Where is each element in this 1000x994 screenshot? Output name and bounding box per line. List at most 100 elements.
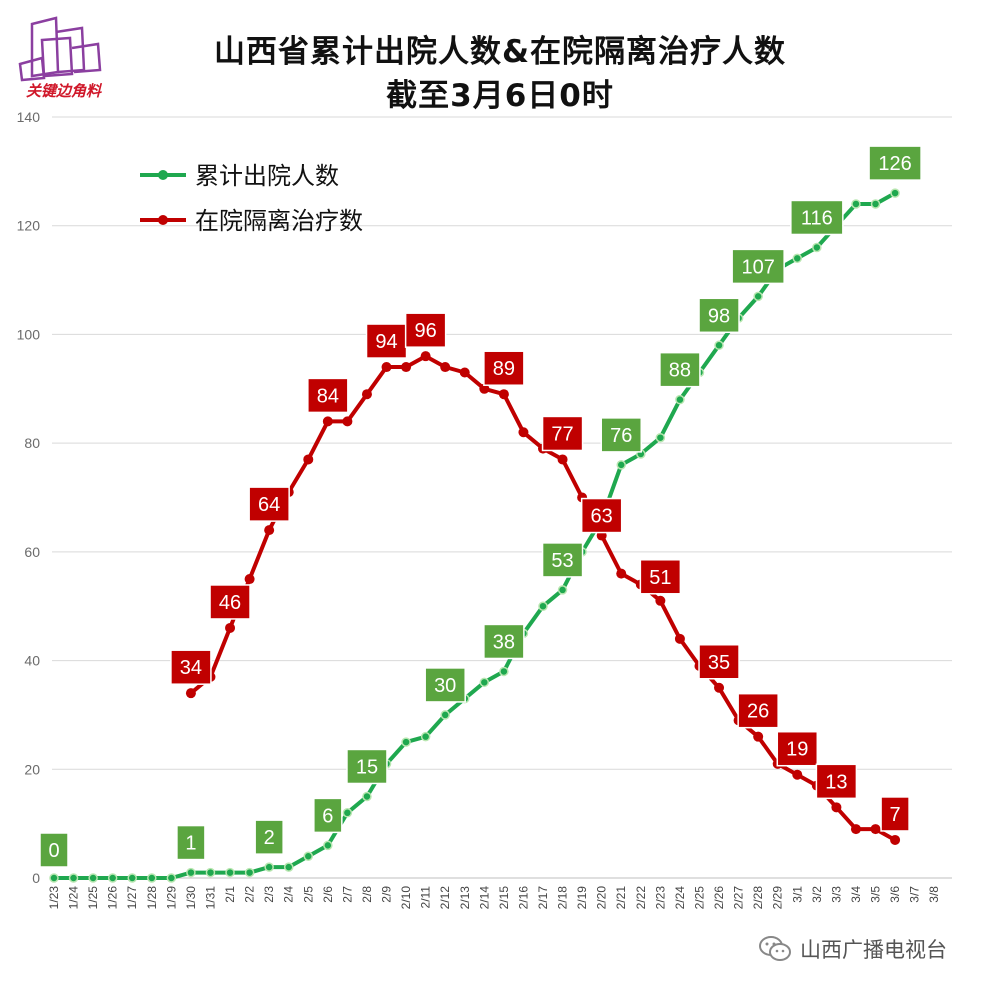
x-tick-label: 2/12 [438,886,452,910]
data-point [674,633,685,644]
y-tick-label: 40 [24,653,40,669]
y-tick-label: 0 [32,870,40,886]
data-label-box [404,312,447,348]
legend-swatch-marker [158,215,168,225]
data-label-box [541,415,584,452]
data-point [753,731,764,742]
data-point [616,460,626,470]
x-tick-label: 2/29 [771,886,785,910]
x-tick-label: 2/5 [301,886,315,903]
data-point [283,862,294,872]
data-label: 1 [185,833,196,855]
data-label-box [483,623,525,660]
x-tick-label: 1/23 [47,886,61,910]
x-tick-label: 2/3 [262,886,276,903]
data-label-box [737,692,779,729]
data-label: 96 [415,320,437,342]
x-tick-label: 1/24 [67,886,81,910]
x-tick-label: 1/29 [164,886,178,910]
data-point [303,454,314,465]
data-point [420,731,431,742]
data-label: 98 [708,305,730,327]
data-label: 6 [322,805,333,827]
data-point [812,242,822,253]
x-tick-label: 2/20 [595,886,609,910]
data-point [205,867,216,878]
x-tick-label: 3/4 [849,886,863,903]
data-point [538,601,548,611]
data-point [88,873,98,883]
data-point [440,362,451,373]
data-point [616,568,627,579]
watermark: 山西广播电视台 [758,932,947,966]
x-tick-label: 3/8 [927,886,941,903]
data-point [792,769,803,780]
x-tick-label: 2/6 [321,886,335,903]
x-tick-label: 2/16 [516,886,530,910]
data-point [107,873,118,883]
x-tick-label: 2/13 [458,886,472,910]
wechat-icon [759,936,791,961]
x-tick-label: 2/21 [614,886,628,910]
data-point [361,389,372,400]
data-label: 38 [493,631,515,653]
data-point [870,199,881,209]
data-point [147,873,157,883]
data-point [49,873,59,883]
data-point [323,840,333,851]
data-label: 2 [264,827,275,849]
data-label: 35 [708,652,730,674]
data-point [225,867,235,878]
x-tick-label: 2/15 [497,886,511,910]
data-point [714,340,724,351]
data-label: 63 [591,506,613,528]
data-label-box [698,644,740,680]
data-point [518,427,529,438]
data-point [127,873,137,883]
data-label-box [176,824,206,861]
legend-swatch-marker [158,170,168,180]
data-label: 51 [649,567,671,589]
data-label-box [39,832,69,868]
data-point [655,432,666,443]
chart-title: 山西省累计出院人数&在院隔离治疗人数 [213,34,787,70]
x-tick-label: 2/4 [282,886,296,903]
data-point [68,873,79,883]
data-label-box [731,248,785,285]
y-tick-label: 140 [17,109,41,125]
data-point [440,710,450,720]
data-label: 89 [493,358,515,380]
data-label-box [541,542,584,578]
x-tick-label: 2/10 [399,886,413,910]
y-tick-label: 20 [24,761,40,777]
data-point [831,802,842,813]
data-label-box [790,199,844,236]
data-label: 15 [356,756,378,778]
data-point [264,525,275,536]
x-tick-label: 2/1 [223,886,237,903]
data-point [186,867,196,878]
data-point [851,199,861,209]
data-label: 116 [801,207,833,229]
data-label-box [307,377,349,414]
data-point [850,824,861,835]
x-tick-label: 2/2 [243,886,257,903]
x-axis-ticks: 1/23 1/24 1/25 1/26 1/27 1/28 1/29 1/30 1/31 2/1 2… [47,886,941,910]
data-point [264,862,274,872]
data-label: 64 [258,494,280,516]
data-label-box [424,667,466,703]
x-tick-label: 2/28 [751,886,765,910]
data-label: 34 [180,657,202,679]
data-point [792,253,803,264]
x-tick-label: 2/18 [556,886,570,910]
data-label: 77 [551,423,573,445]
x-tick-label: 1/28 [145,886,159,910]
data-label: 0 [48,840,59,862]
chart-subtitle: 截至3月6日0时 [386,78,614,114]
watermark-text: 山西广播电视台 [800,938,947,962]
x-tick-label: 2/24 [673,886,687,910]
series-lines [54,191,897,880]
